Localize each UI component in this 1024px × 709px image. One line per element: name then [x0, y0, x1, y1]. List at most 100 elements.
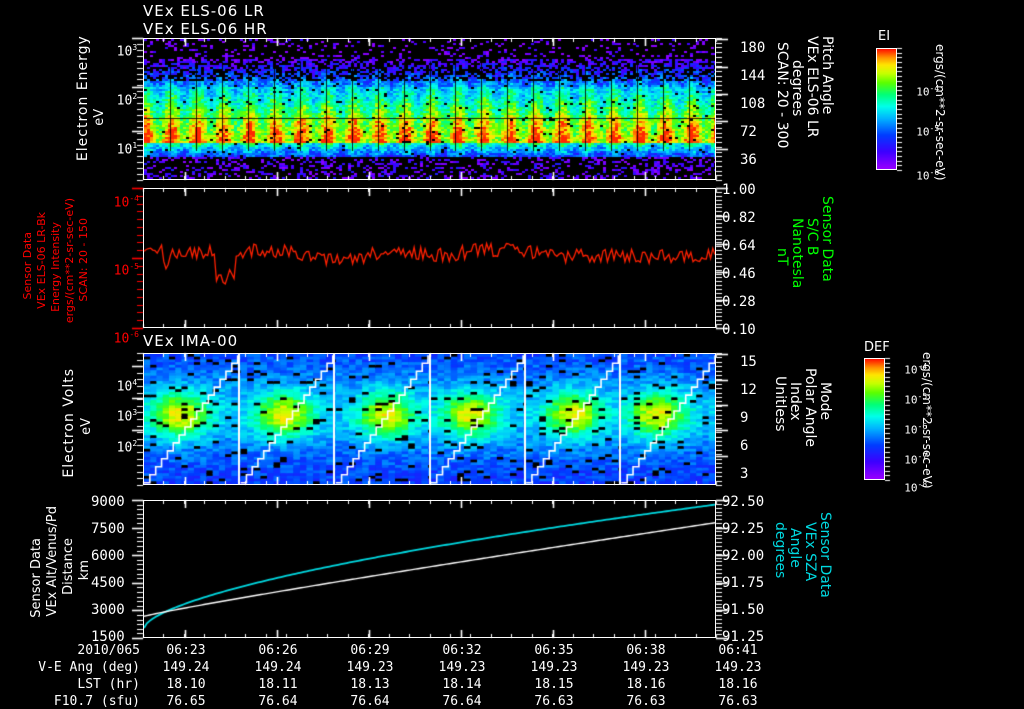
alt-ytick-9000: 9000: [91, 494, 125, 510]
ei-left-label-sensor: Sensor Data: [21, 232, 34, 300]
time-axis-row-label-2: LST (hr): [77, 677, 140, 692]
def-colorbar: [864, 358, 885, 480]
ei-left-label-quantity: Energy Intensity: [49, 222, 62, 312]
ima-ytick-3-base: 10: [116, 409, 133, 425]
time-col-2-lst: 18.13: [350, 677, 390, 692]
sza-right-label-degrees: degrees: [772, 522, 788, 579]
time-col-6-f107: 76.63: [718, 694, 758, 709]
els-right-label-degrees: degrees: [789, 60, 805, 117]
time-col-2-f107: 76.64: [350, 694, 390, 709]
time-col-1-f107: 76.64: [258, 694, 298, 709]
ima-heatmap-canvas: [144, 354, 715, 484]
bfield-right-label-sensor: Sensor Data: [819, 196, 835, 282]
time-axis-row-label-3: F10.7 (sfu): [53, 694, 140, 709]
ima-yaxis-unit: eV: [79, 418, 94, 435]
time-col-6-lst: 18.16: [718, 677, 758, 692]
panel-altitude-sza: [143, 500, 716, 638]
ei-ytick-top-exp: -4: [129, 194, 139, 203]
ei-cb-tick-2-base: 10: [916, 169, 930, 183]
def-cb-tick-2-base: 10: [904, 423, 918, 437]
els-ytick-144: 144: [740, 68, 766, 84]
els-ytick-3-base: 10: [116, 44, 133, 60]
time-axis-row-label-1: V-E Ang (deg): [38, 660, 140, 675]
time-col-4-f107: 76.63: [534, 694, 574, 709]
alt-left-label-distance: Distance: [61, 538, 76, 595]
els-ytick-3: 103: [101, 31, 137, 60]
ei-colorbar-unit: ergs/(cm**2-sr-sec-eV): [933, 44, 947, 181]
def-cb-tick-4-base: 10: [904, 481, 918, 495]
ima-right-label-polar: Polar Angle: [802, 368, 818, 448]
energy-intensity-canvas: [144, 189, 715, 327]
time-col-5-veang: 149.23: [622, 660, 670, 675]
sza-right-label-sensor: Sensor Data: [817, 512, 833, 598]
ei-ytick-mid-base: 10: [113, 263, 130, 279]
ei-colorbar-title: EI: [878, 29, 891, 44]
sza-right-label-angle: Angle: [787, 528, 803, 568]
bfield-ytick-010: 0.10: [722, 322, 756, 338]
time-col-5-f107: 76.63: [626, 694, 666, 709]
bfield-right-label-nanotesla: Nanotesla: [789, 218, 805, 289]
ima-right-label-mode: Mode: [817, 382, 833, 421]
panel-energy-intensity: [143, 188, 716, 328]
time-axis-row-label-0: 2010/065: [77, 643, 140, 658]
time-col-4-lst: 18.15: [534, 677, 574, 692]
els-right-label-sensor: VEx ELS-06 LR: [804, 36, 820, 138]
ei-cb-tick-1-base: 10: [916, 125, 930, 139]
time-col-6-veang: 149.23: [714, 660, 762, 675]
ima-ytick-15: 15: [740, 354, 757, 370]
ei-left-label-units: ergs/(cm**2-sr-sec-eV): [63, 198, 76, 324]
els-yaxis-label-text: Electron Energy: [75, 35, 91, 162]
els-title-hr: VEx ELS-06 HR: [143, 20, 268, 38]
time-col-1-veang: 149.24: [254, 660, 302, 675]
alt-ytick-3000: 3000: [91, 602, 125, 618]
def-cb-tick-3-base: 10: [904, 453, 918, 467]
def-colorbar-gradient: [865, 359, 884, 479]
alt-ytick-4500: 4500: [91, 575, 125, 591]
time-col-4-time: 06:35: [534, 643, 574, 658]
ei-ytick-top: 10-4: [98, 182, 139, 210]
ei-colorbar: [876, 48, 897, 170]
ima-yaxis-label: Electron Volts: [61, 368, 77, 478]
ei-colorbar-gradient: [877, 49, 896, 169]
time-col-0-time: 06:23: [166, 643, 206, 658]
ima-ytick-12: 12: [740, 382, 757, 398]
ima-ytick-3: 103: [101, 396, 137, 425]
ima-right-label-unitless: Unitless: [772, 376, 788, 432]
els-right-label-pitch: Pitch Angle: [819, 36, 835, 115]
time-col-0-lst: 18.10: [166, 677, 206, 692]
ima-ytick-4-exp: 4: [132, 378, 138, 387]
time-col-3-time: 06:32: [442, 643, 482, 658]
ei-cb-tick-0-base: 10: [916, 85, 930, 99]
alt-left-label-km: km: [77, 560, 92, 581]
ima-ytick-2-base: 10: [116, 440, 133, 456]
els-yaxis-unit-text: eV: [92, 108, 107, 126]
sza-ytick-9175: 91.75: [722, 575, 765, 591]
time-col-5-lst: 18.16: [626, 677, 666, 692]
alt-ytick-6000: 6000: [91, 548, 125, 564]
def-colorbar-title: DEF: [864, 340, 890, 355]
els-ytick-2-base: 10: [116, 93, 133, 109]
time-col-5-time: 06:38: [626, 643, 666, 658]
bfield-ytick-028: 0.28: [722, 294, 756, 310]
ima-ytick-4: 104: [101, 366, 138, 394]
els-ytick-108: 108: [740, 96, 766, 112]
ei-left-label-instrument: VEx ELS-06 LR-Bk: [35, 212, 48, 309]
ima-ytick-9: 9: [740, 410, 749, 426]
bfield-ytick-046: 0.46: [722, 266, 756, 282]
ima-right-label-index: Index: [787, 382, 803, 421]
els-heatmap-canvas: [144, 39, 715, 179]
sza-ytick-9125: 91.25: [722, 629, 765, 645]
ima-ytick-2: 102: [101, 427, 137, 456]
alt-ytick-1500: 1500: [91, 629, 125, 645]
def-cb-tick-0-base: 10: [904, 363, 918, 377]
ei-left-label-scan: SCAN: 20 - 150: [77, 218, 90, 302]
bfield-ytick-082: 0.82: [722, 210, 756, 226]
time-col-2-veang: 149.23: [346, 660, 394, 675]
time-col-0-f107: 76.65: [166, 694, 206, 709]
time-col-2-time: 06:29: [350, 643, 390, 658]
alt-left-label-sensor: Sensor Data: [29, 538, 44, 618]
els-ytick-1-exp: 1: [132, 141, 138, 150]
alt-left-label-quantity: VEx Alt/Venus/Pd: [45, 506, 60, 617]
time-col-0-veang: 149.24: [162, 660, 210, 675]
sza-ytick-9200: 92.00: [722, 548, 765, 564]
